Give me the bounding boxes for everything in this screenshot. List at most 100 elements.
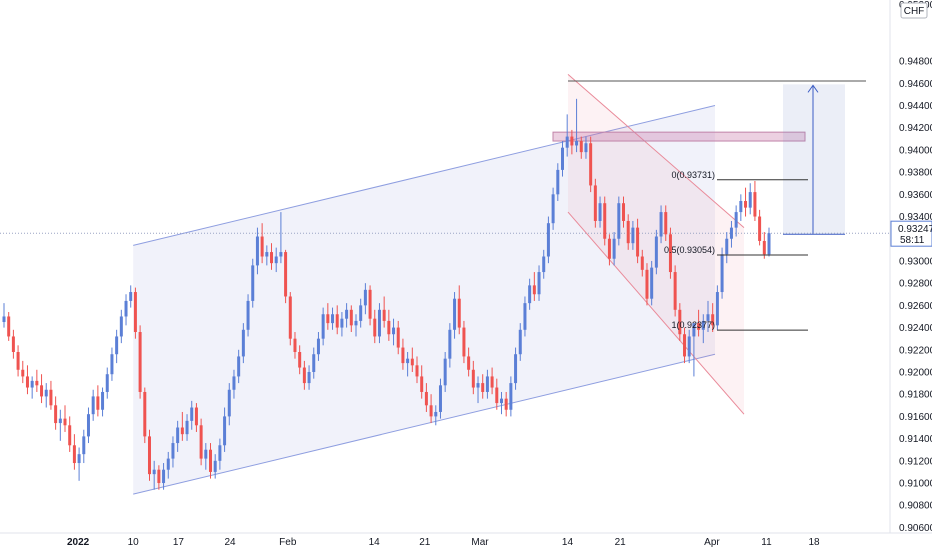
candle-body <box>739 200 743 213</box>
candle <box>241 323 245 364</box>
candle <box>16 345 20 377</box>
ascending-channel-lower-line <box>133 353 716 495</box>
candle <box>528 278 532 310</box>
candle-body <box>213 460 217 472</box>
time-axis[interactable]: 2022 10 17 24 Feb 14 21 Mar 14 21 Apr 11 18 <box>0 532 932 548</box>
candle <box>260 223 264 264</box>
candle <box>326 303 330 330</box>
candle-body <box>265 252 269 257</box>
price-tick-label: 0.91000 <box>899 479 932 490</box>
candle <box>495 378 499 410</box>
candle-body <box>25 376 29 388</box>
candle-body <box>335 314 339 328</box>
candle <box>194 403 198 432</box>
candle-body <box>138 332 142 392</box>
candle-body <box>565 136 569 148</box>
candle <box>575 98 579 153</box>
candle-body <box>246 300 250 330</box>
candle-body <box>706 314 710 321</box>
candle <box>7 312 11 341</box>
candle <box>429 394 433 424</box>
candle <box>265 245 269 266</box>
candle-body <box>673 272 677 310</box>
price-tick-label: 0.94200 <box>899 123 932 134</box>
candle-body <box>415 365 419 377</box>
candle <box>537 265 541 301</box>
candle-body <box>664 212 668 235</box>
time-tick-label: 14 <box>562 537 574 548</box>
candle-body <box>410 358 414 366</box>
candle-body <box>86 414 90 437</box>
candle <box>678 303 682 341</box>
candle-body <box>767 233 771 255</box>
candle-body <box>49 389 53 406</box>
candle-body <box>640 256 644 270</box>
candle-body <box>16 352 20 370</box>
candle <box>767 227 771 257</box>
candle-body <box>551 194 555 224</box>
candle-body <box>373 318 377 337</box>
candle <box>584 136 588 159</box>
candle <box>49 380 53 410</box>
candle-body <box>176 427 180 444</box>
candle-body <box>758 216 762 241</box>
candle <box>560 141 564 177</box>
candle-body <box>453 298 457 330</box>
candle <box>54 396 58 430</box>
candle-body <box>270 252 274 264</box>
candle-body <box>209 449 213 472</box>
time-tick-label: 24 <box>224 537 236 548</box>
candle <box>35 369 39 392</box>
candle <box>753 180 757 221</box>
candle-body <box>21 369 25 377</box>
candle-body <box>650 267 654 299</box>
drawings-layer[interactable] <box>0 74 890 495</box>
candle-body <box>499 398 503 404</box>
candle-body <box>537 272 541 295</box>
price-axis[interactable]: 0.94800 0.94600 0.94400 0.94200 0.94000 0.938… <box>889 0 932 534</box>
price-tick-label: 0.90800 <box>899 501 932 512</box>
time-tick-label: 21 <box>419 537 431 548</box>
candle-body <box>654 236 658 268</box>
candle-body <box>495 387 499 404</box>
candle-body <box>82 436 86 455</box>
candle-body <box>542 256 546 273</box>
candle-body <box>171 443 175 459</box>
candle <box>612 232 616 266</box>
candle-body <box>133 292 137 333</box>
candle <box>744 187 748 217</box>
price-tick-label: 0.90600 <box>899 523 932 534</box>
candle <box>237 349 241 384</box>
candle-body <box>157 469 161 484</box>
candle-body <box>645 269 649 299</box>
candle <box>209 443 213 479</box>
candle <box>410 347 414 372</box>
candle-body <box>293 338 297 353</box>
candle <box>701 314 705 344</box>
candle-body <box>612 238 616 259</box>
candle-body <box>58 418 62 424</box>
candle <box>162 463 166 490</box>
candle <box>636 218 640 264</box>
candle-body <box>377 309 381 337</box>
candle <box>345 303 349 328</box>
candle-body <box>424 391 428 406</box>
candle <box>725 232 729 264</box>
candle <box>748 183 752 215</box>
candle-body <box>570 136 574 146</box>
price-tick-label: 0.93400 <box>899 212 932 223</box>
candle-body <box>617 203 621 239</box>
candle <box>91 389 95 421</box>
time-tick-label: 2022 <box>67 537 90 548</box>
candle <box>490 367 494 395</box>
candle <box>368 285 372 326</box>
candle <box>176 420 180 452</box>
current-price-label: 0.93247 <box>898 224 932 235</box>
candle <box>143 387 147 444</box>
candle-body <box>349 309 353 326</box>
time-tick-label: Apr <box>704 537 720 548</box>
candle-body <box>584 143 588 153</box>
